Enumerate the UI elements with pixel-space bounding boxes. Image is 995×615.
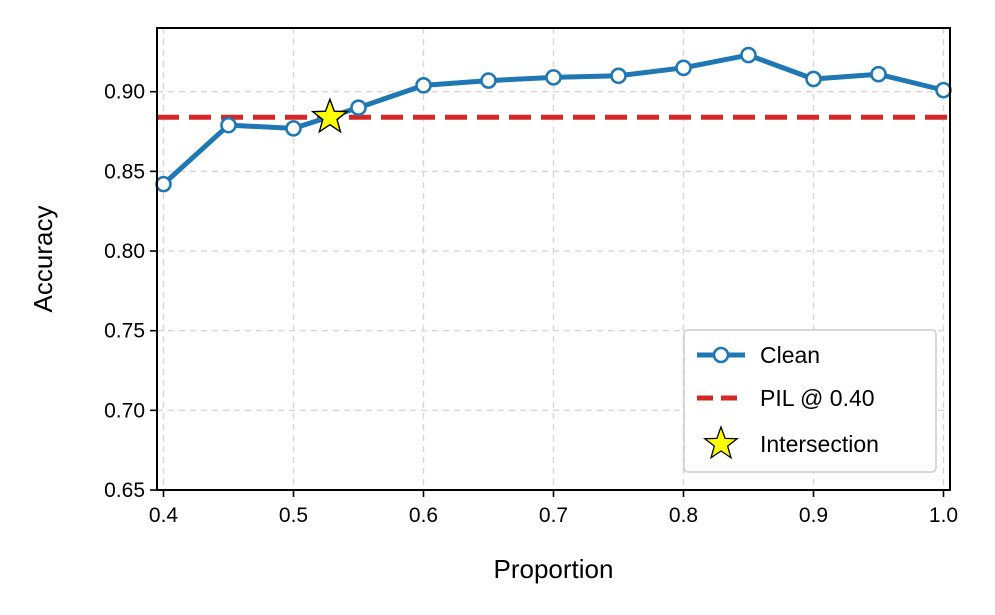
- x-axis-ticks: 0.4 0.5 0.6 0.7 0.8 0.9 1.0: [149, 490, 958, 527]
- y-tick-label: 0.85: [104, 160, 145, 183]
- y-tick-label: 0.75: [104, 320, 145, 343]
- legend-star-icon: [703, 425, 739, 460]
- legend: Clean PIL @ 0.40 Intersection: [683, 329, 937, 473]
- intersection-star: [310, 97, 349, 134]
- x-tick-label: 0.6: [409, 504, 438, 527]
- legend-entries: Clean PIL @ 0.40 Intersection: [697, 342, 879, 460]
- clean-point: [935, 81, 952, 99]
- x-tick-label: 0.7: [539, 504, 568, 527]
- clean-point: [285, 120, 302, 137]
- clean-point: [155, 175, 172, 193]
- y-tick-label: 0.90: [104, 81, 145, 104]
- y-axis-label: Accuracy: [28, 206, 58, 313]
- clean-point: [610, 67, 627, 85]
- x-tick-label: 0.9: [799, 504, 828, 527]
- clean-point: [740, 46, 757, 64]
- x-tick-label: 0.5: [279, 504, 308, 527]
- clean-point: [545, 69, 562, 86]
- x-tick-label: 0.8: [669, 504, 698, 527]
- legend-pil-label: PIL @ 0.40: [760, 385, 875, 411]
- y-tick-label: 0.70: [104, 399, 145, 422]
- legend-clean-marker: [712, 346, 730, 364]
- clean-point: [675, 59, 692, 77]
- clean-point: [220, 116, 237, 134]
- y-tick-label: 0.65: [104, 479, 145, 502]
- legend-box: [683, 329, 937, 473]
- clean-point: [870, 65, 887, 83]
- x-tick-label: 0.4: [149, 504, 179, 527]
- clean-point: [415, 77, 432, 94]
- y-axis-ticks: 0.65 0.70 0.75 0.80 0.85 0.90: [104, 81, 157, 502]
- x-tick-label: 1.0: [929, 504, 958, 527]
- clean-point: [480, 72, 497, 89]
- clean-point: [805, 70, 822, 88]
- clean-point: [350, 99, 367, 116]
- intersection-marker: [310, 97, 349, 134]
- legend-intersection-label: Intersection: [760, 431, 879, 457]
- x-axis-label: Proportion: [494, 554, 614, 584]
- clean-series: [155, 46, 952, 193]
- y-tick-label: 0.80: [104, 240, 145, 263]
- legend-clean-label: Clean: [760, 342, 820, 368]
